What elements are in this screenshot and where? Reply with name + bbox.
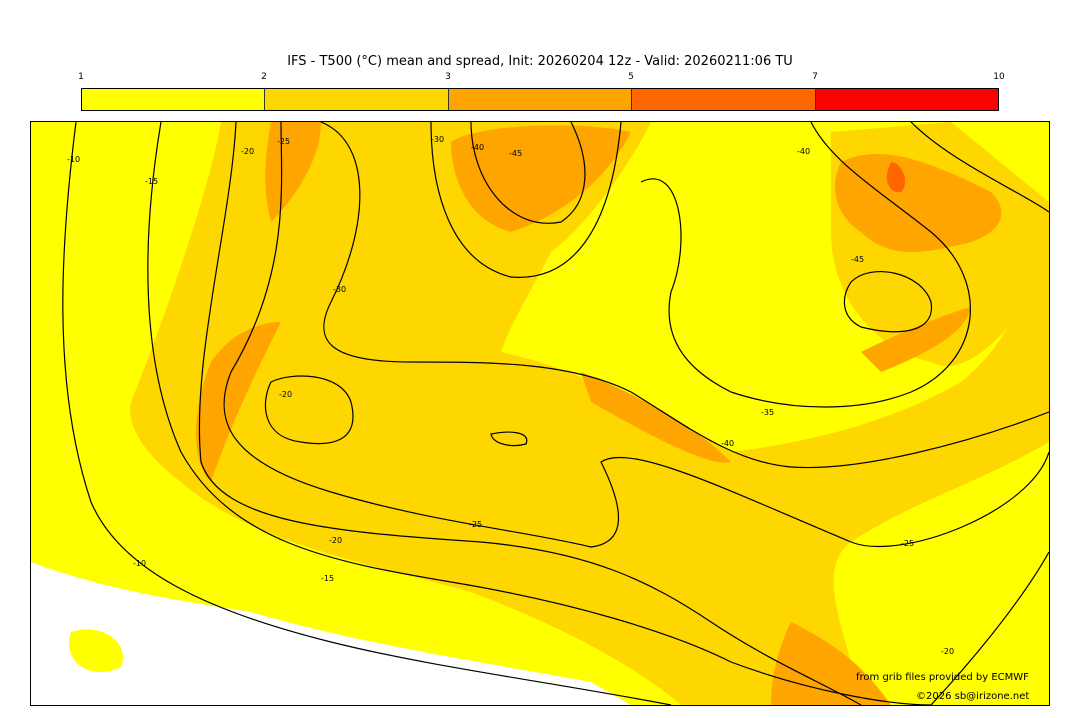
contour-label: -30	[431, 135, 444, 144]
spread-3-5	[861, 307, 971, 372]
contour-label: -40	[721, 439, 734, 448]
colorbar-segment	[815, 89, 999, 110]
colorbar-tick: 7	[812, 72, 818, 82]
map-svg: -10 -15 -20 -25 -30 -40 -45 -40 -45 -30 …	[31, 121, 1050, 706]
contour-label: -25	[277, 137, 290, 146]
contour-label: -15	[321, 574, 334, 583]
spread-3-5	[835, 153, 1002, 252]
contour-label: -45	[509, 149, 522, 158]
spread-3-5	[581, 372, 731, 463]
no-data-area	[31, 562, 631, 705]
spread-3-5	[451, 125, 631, 232]
contour-label: -40	[471, 143, 484, 152]
colorbar-segment	[448, 89, 633, 110]
contour-label: -10	[133, 559, 146, 568]
spread-3-5	[265, 122, 321, 222]
contour-label: -20	[279, 390, 292, 399]
colorbar-tick: 3	[445, 72, 451, 82]
contour-label: -40	[797, 147, 810, 156]
spread-3-5	[196, 322, 281, 482]
source-credit: from grib files provided by ECMWF	[856, 672, 1029, 683]
colorbar	[81, 88, 999, 111]
chart-title: IFS - T500 (°C) mean and spread, Init: 2…	[287, 54, 793, 69]
map-panel: -10 -15 -20 -25 -30 -40 -45 -40 -45 -30 …	[30, 121, 1050, 706]
contour-lines	[62, 121, 1050, 706]
contour-label: -20	[241, 147, 254, 156]
copyright-credit: ©2026 sb@irizone.net	[916, 691, 1030, 702]
contour-label: -35	[761, 408, 774, 417]
colorbar-tick: 2	[261, 72, 267, 82]
contour-label: -10	[67, 155, 80, 164]
spread-5-7	[886, 162, 906, 193]
colorbar-tick: 1	[78, 72, 84, 82]
contour-label: -25	[469, 520, 482, 529]
colorbar-segment	[632, 89, 816, 110]
contour-label: -15	[145, 177, 158, 186]
colorbar-tick: 5	[628, 72, 634, 82]
contour-label: -25	[901, 539, 914, 548]
spread-2-3	[130, 122, 1050, 705]
contour-label: -20	[941, 647, 954, 656]
colorbar-tick: 10	[993, 72, 1005, 82]
spread-1-2	[69, 629, 123, 673]
contour-label: -45	[851, 255, 864, 264]
colorbar-segment	[265, 89, 449, 110]
colorbar-segment	[82, 89, 266, 110]
contour-label: -30	[333, 285, 346, 294]
contour-label: -20	[329, 536, 342, 545]
contour-labels: -10 -15 -20 -25 -30 -40 -45 -40 -45 -30 …	[67, 135, 954, 656]
